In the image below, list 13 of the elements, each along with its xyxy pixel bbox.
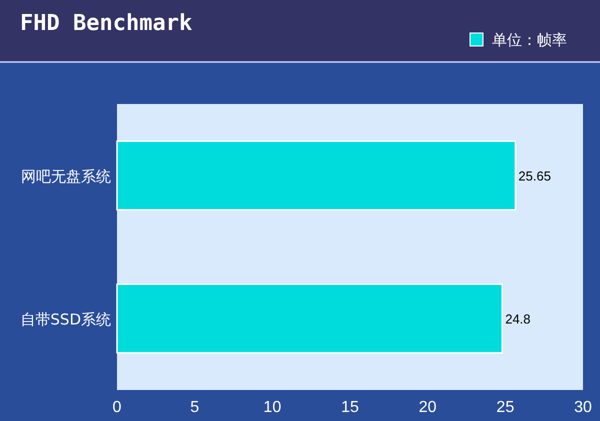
x-tick-label: 20	[418, 399, 437, 416]
legend-label: 单位：帧率	[492, 31, 567, 49]
data-label: 25.65	[518, 168, 551, 184]
x-tick-label: 25	[496, 399, 514, 416]
x-tick-label: 10	[263, 399, 282, 416]
x-tick-label: 30	[574, 399, 592, 416]
x-tick-label: 5	[190, 399, 200, 416]
y-tick-label: 自带SSD系统	[20, 310, 111, 328]
chart-title: FHD Benchmark	[20, 11, 192, 36]
data-label: 24.8	[505, 312, 531, 326]
x-tick-label: 0	[112, 399, 122, 416]
y-tick-label: 网吧无盘系统	[21, 168, 111, 186]
x-tick-label: 15	[341, 399, 359, 416]
